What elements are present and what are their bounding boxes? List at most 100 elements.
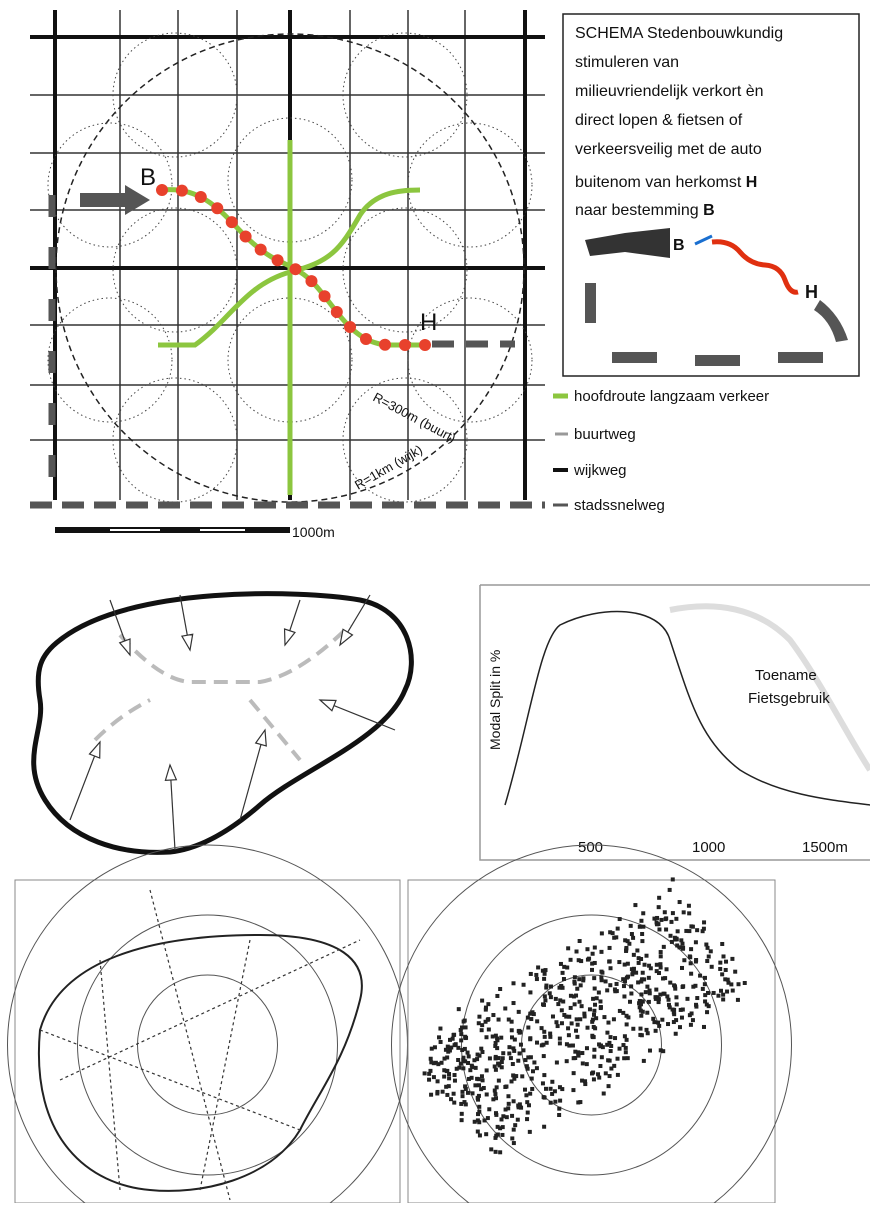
- ring: [391, 844, 792, 1208]
- building: [693, 983, 698, 988]
- building: [528, 1055, 533, 1060]
- building: [489, 1147, 494, 1152]
- building: [657, 970, 662, 975]
- building: [653, 1028, 658, 1033]
- building: [493, 1040, 498, 1045]
- route-stops: [156, 184, 431, 351]
- building: [735, 997, 740, 1002]
- building: [484, 1068, 489, 1073]
- building: [646, 999, 651, 1004]
- building: [542, 994, 547, 999]
- building: [629, 991, 634, 996]
- building: [427, 1071, 432, 1076]
- building: [431, 1061, 436, 1066]
- district-radius: [55, 33, 525, 503]
- scale-bar: [55, 527, 290, 533]
- building: [482, 1118, 487, 1123]
- neighbourhood-circle: [47, 297, 173, 423]
- building: [733, 969, 738, 974]
- building: [521, 1048, 526, 1053]
- origin-label: B: [140, 164, 156, 191]
- building: [447, 1076, 452, 1081]
- building: [638, 1002, 643, 1007]
- building: [603, 979, 608, 984]
- building: [651, 1016, 656, 1021]
- building: [524, 1093, 529, 1098]
- building: [557, 1113, 562, 1118]
- building: [511, 1099, 516, 1104]
- building: [681, 910, 686, 915]
- building: [644, 953, 649, 958]
- building: [479, 1028, 484, 1033]
- building: [518, 1042, 523, 1047]
- stop: [305, 275, 318, 288]
- building: [639, 957, 644, 962]
- scale-bar: [110, 529, 160, 531]
- building: [680, 1007, 685, 1012]
- building: [542, 1073, 547, 1078]
- arrow-head: [180, 633, 194, 652]
- district-map: [37, 933, 363, 1192]
- building: [578, 1017, 583, 1022]
- building: [437, 1035, 442, 1040]
- building: [655, 915, 660, 920]
- building: [557, 1106, 562, 1111]
- building: [674, 995, 679, 1000]
- building: [663, 917, 668, 922]
- building: [458, 1061, 463, 1066]
- building: [525, 1066, 530, 1071]
- scale-bar: [200, 529, 245, 531]
- building: [459, 1101, 464, 1106]
- building: [608, 983, 613, 988]
- building: [479, 1087, 484, 1092]
- building: [520, 1074, 525, 1079]
- building: [449, 1097, 454, 1102]
- building: [427, 1077, 432, 1082]
- building: [578, 983, 583, 988]
- building: [680, 984, 685, 989]
- building: [543, 998, 548, 1003]
- building: [452, 1073, 457, 1078]
- building: [429, 1046, 434, 1051]
- building: [574, 949, 579, 954]
- building: [646, 975, 651, 980]
- stop: [378, 338, 391, 351]
- building: [463, 1102, 468, 1107]
- building: [573, 1049, 578, 1054]
- building: [511, 1141, 516, 1146]
- neighbourhood-circle: [342, 207, 468, 333]
- building: [688, 955, 693, 960]
- building: [433, 1060, 438, 1065]
- building: [724, 959, 729, 964]
- scale-label: 1000m: [292, 524, 335, 540]
- building: [525, 1015, 530, 1020]
- building: [498, 987, 503, 992]
- building: [658, 962, 663, 967]
- building: [680, 965, 685, 970]
- building: [452, 1043, 457, 1048]
- building: [559, 1008, 564, 1013]
- building: [512, 1048, 517, 1053]
- building: [623, 1050, 628, 1055]
- building: [730, 956, 735, 961]
- building: [572, 981, 577, 986]
- building: [706, 954, 711, 959]
- building: [576, 1100, 581, 1105]
- building: [536, 965, 541, 970]
- building: [499, 1059, 504, 1064]
- building: [688, 1022, 693, 1027]
- building: [668, 980, 673, 985]
- building: [568, 1005, 573, 1010]
- building: [657, 1023, 662, 1028]
- building: [574, 993, 579, 998]
- road-block: [695, 355, 740, 366]
- building: [605, 1030, 610, 1035]
- building: [580, 1061, 585, 1066]
- text: buitenom van herkomst: [575, 174, 742, 191]
- building: [729, 982, 734, 987]
- building: [626, 1015, 631, 1020]
- building: [475, 1076, 480, 1081]
- building: [523, 1087, 528, 1092]
- schema-b: B: [673, 237, 685, 254]
- building: [690, 1018, 695, 1023]
